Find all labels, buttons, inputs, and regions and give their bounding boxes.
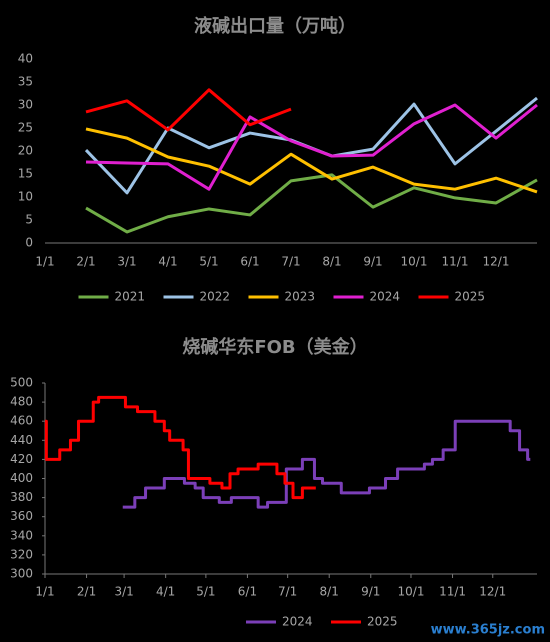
- y-tick-label: 320: [10, 547, 33, 561]
- x-tick-label: 4/1: [158, 255, 177, 269]
- y-tick-label: 40: [18, 52, 33, 66]
- legend-label: 2025: [455, 290, 486, 304]
- x-tick-label: 5/1: [196, 585, 215, 599]
- y-tick-label: 15: [18, 167, 33, 181]
- x-tick-label: 6/1: [238, 585, 257, 599]
- x-tick-label: 4/1: [156, 585, 175, 599]
- y-tick-label: 35: [18, 75, 33, 89]
- legend-label: 2025: [367, 615, 398, 629]
- x-tick-label: 11/1: [439, 585, 466, 599]
- y-tick-label: 25: [18, 121, 33, 135]
- y-tick-label: 420: [10, 452, 33, 466]
- y-tick-label: 20: [18, 144, 33, 158]
- legend-label: 2022: [200, 290, 231, 304]
- series-line: [44, 395, 316, 500]
- x-tick-label: 3/1: [117, 255, 136, 269]
- x-tick-label: 10/1: [398, 585, 425, 599]
- chart-title: 液碱出口量（万吨）: [194, 15, 356, 37]
- series-line: [85, 103, 538, 191]
- y-tick-label: 480: [10, 395, 33, 409]
- series-line: [122, 419, 531, 509]
- x-tick-label: 11/1: [442, 255, 469, 269]
- x-tick-label: 10/1: [401, 255, 428, 269]
- x-tick-label: 9/1: [363, 255, 382, 269]
- x-tick-label: 12/1: [483, 255, 510, 269]
- y-tick-label: 340: [10, 528, 33, 542]
- x-tick-label: 2/1: [76, 255, 95, 269]
- series-line: [85, 88, 292, 132]
- chart-title: 烧碱华东FOB（美金）: [182, 336, 367, 358]
- series-line: [85, 173, 538, 234]
- x-tick-label: 8/1: [320, 585, 339, 599]
- x-tick-label: 1/1: [35, 585, 54, 599]
- x-tick-label: 6/1: [240, 255, 259, 269]
- legend-label: 2024: [370, 290, 401, 304]
- y-tick-label: 30: [18, 98, 33, 112]
- x-tick-label: 12/1: [479, 585, 506, 599]
- y-tick-label: 460: [10, 414, 33, 428]
- x-tick-label: 3/1: [114, 585, 133, 599]
- y-tick-label: 300: [10, 567, 33, 581]
- x-tick-label: 7/1: [281, 255, 300, 269]
- x-tick-label: 7/1: [278, 585, 297, 599]
- y-tick-label: 400: [10, 471, 33, 485]
- x-tick-label: 2/1: [77, 585, 96, 599]
- y-tick-label: 380: [10, 490, 33, 504]
- y-tick-label: 360: [10, 509, 33, 523]
- y-tick-label: 5: [25, 213, 33, 227]
- y-tick-label: 0: [25, 236, 33, 250]
- x-tick-label: 5/1: [199, 255, 218, 269]
- legend-label: 2024: [282, 615, 313, 629]
- x-tick-label: 8/1: [322, 255, 341, 269]
- legend-label: 2023: [285, 290, 316, 304]
- x-tick-label: 9/1: [361, 585, 380, 599]
- watermark: www.365jz.com: [431, 623, 545, 638]
- y-tick-label: 440: [10, 433, 33, 447]
- y-tick-label: 10: [18, 190, 33, 204]
- series-line: [85, 127, 538, 194]
- y-tick-label: 500: [10, 376, 33, 390]
- x-tick-label: 1/1: [35, 255, 54, 269]
- legend-label: 2021: [115, 290, 146, 304]
